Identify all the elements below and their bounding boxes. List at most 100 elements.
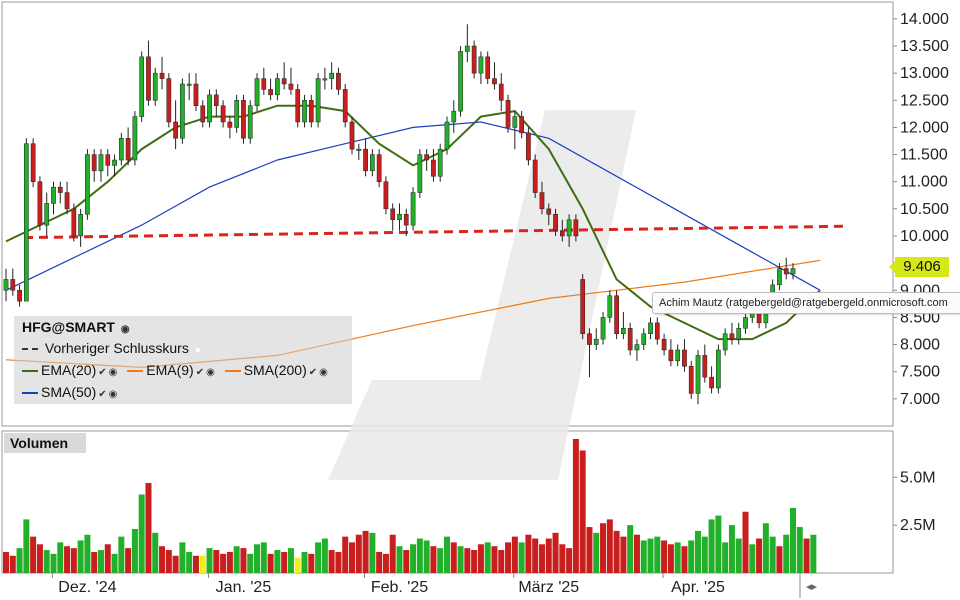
volume-bar xyxy=(620,536,627,573)
candle-body xyxy=(627,328,633,351)
candle-body xyxy=(695,355,701,394)
volume-bar xyxy=(308,553,315,573)
volume-bar xyxy=(498,550,505,573)
candle-body xyxy=(329,72,335,79)
volume-bar xyxy=(321,538,328,573)
candle-body xyxy=(315,78,321,123)
volume-bar xyxy=(552,532,559,573)
ema9-swatch xyxy=(127,370,144,373)
candle-body xyxy=(152,72,158,101)
check-icon[interactable]: ✔ xyxy=(195,367,205,378)
volume-bar xyxy=(369,532,376,573)
volume-bar xyxy=(186,551,193,573)
toggle-icon[interactable]: ● xyxy=(194,345,201,356)
volume-bar xyxy=(667,544,674,573)
date-tick-label: Apr. '25 xyxy=(671,579,725,596)
candle-body xyxy=(376,154,382,182)
candle-body xyxy=(668,349,674,362)
volume-bar xyxy=(376,551,383,573)
candle-body xyxy=(485,56,491,79)
volume-bar xyxy=(566,548,573,573)
globe-icon[interactable]: ◉ xyxy=(108,367,118,378)
check-icon[interactable]: ✔ xyxy=(98,367,107,378)
volume-bar xyxy=(708,519,715,573)
candle-body xyxy=(370,154,375,172)
candle-body xyxy=(17,290,22,302)
volume-bar xyxy=(111,553,118,573)
volume-bar xyxy=(131,528,138,573)
volume-bar xyxy=(16,548,23,573)
candle-body xyxy=(10,279,16,291)
candle-body xyxy=(607,295,613,318)
author-tooltip: Achim Mautz (ratgebergeld@ratgebergeld.o… xyxy=(652,292,960,314)
volume-bar xyxy=(511,536,518,573)
candle-body xyxy=(241,100,246,139)
globe-icon[interactable]: ◉ xyxy=(120,324,130,335)
candle-body xyxy=(64,192,70,210)
candle-body xyxy=(634,344,640,351)
sma50-label: SMA(50) xyxy=(41,384,97,400)
volume-bar xyxy=(464,548,471,573)
volume-bar xyxy=(674,542,681,573)
volume-bar xyxy=(715,515,722,573)
volume-bar xyxy=(226,551,233,573)
candle-body xyxy=(247,105,253,139)
candle-body xyxy=(180,83,185,139)
globe-icon[interactable]: ◉ xyxy=(108,389,118,400)
volume-bar xyxy=(437,548,444,573)
globe-icon[interactable]: ◉ xyxy=(206,367,215,378)
scroll-end-icon[interactable]: ◂▸ xyxy=(806,581,818,593)
price-tick-label: 11.000 xyxy=(900,174,948,191)
volume-bar xyxy=(403,550,410,573)
volume-bar xyxy=(349,542,356,573)
volume-bar xyxy=(681,546,688,573)
volume-bar xyxy=(192,555,199,573)
volume-bar xyxy=(430,546,437,573)
candle-body xyxy=(478,56,484,74)
volume-bar xyxy=(688,540,695,573)
volume-bar xyxy=(396,546,403,573)
volume-bar xyxy=(518,542,525,573)
price-tick-label: 7.000 xyxy=(900,391,940,408)
volume-bar xyxy=(416,538,423,573)
price-tick-label: 13.500 xyxy=(900,38,949,55)
volume-bar xyxy=(335,551,342,573)
volume-bar xyxy=(525,534,532,573)
sma200-label: SMA(200) xyxy=(243,362,307,378)
candle-body xyxy=(24,143,29,302)
volume-bar xyxy=(749,544,756,573)
globe-icon[interactable]: ◉ xyxy=(319,367,328,378)
legend-ema20[interactable]: EMA(20) ✔ ◉ xyxy=(22,362,117,378)
candle-body xyxy=(3,279,9,291)
price-tick-label: 8.000 xyxy=(900,337,940,354)
candle-body xyxy=(553,214,558,231)
candle-body xyxy=(356,148,362,151)
volume-bar xyxy=(769,536,776,573)
legend-sma50-row: SMA(50) ✔ ◉ xyxy=(22,384,123,400)
legend-sma200[interactable]: SMA(200) ✔ ◉ xyxy=(224,362,328,378)
legend-sma50[interactable]: SMA(50) ✔ ◉ xyxy=(22,384,117,400)
volume-bar xyxy=(600,523,607,573)
candle-body xyxy=(268,89,273,96)
volume-tick-label: 2.5M xyxy=(900,517,936,534)
candle-body xyxy=(587,333,592,345)
volume-bar xyxy=(342,536,349,573)
candle-body xyxy=(349,121,355,150)
candle-body xyxy=(173,121,178,139)
candle-body xyxy=(539,192,545,210)
candle-body xyxy=(580,279,586,334)
check-icon[interactable]: ✔ xyxy=(98,389,107,400)
volume-bar xyxy=(138,494,145,573)
candle-body xyxy=(526,132,531,161)
check-icon[interactable]: ✔ xyxy=(308,367,318,378)
volume-bar xyxy=(355,534,362,573)
candle-body xyxy=(166,78,172,123)
candle-body xyxy=(302,100,307,123)
price-tick-label: 10.500 xyxy=(900,201,949,218)
volume-bar xyxy=(328,550,335,573)
candle-body xyxy=(132,116,138,161)
volume-bar xyxy=(484,542,491,573)
volume-bar xyxy=(695,530,702,573)
candle-body xyxy=(431,159,436,177)
legend-ema9[interactable]: EMA(9) ✔ ◉ xyxy=(127,362,215,378)
